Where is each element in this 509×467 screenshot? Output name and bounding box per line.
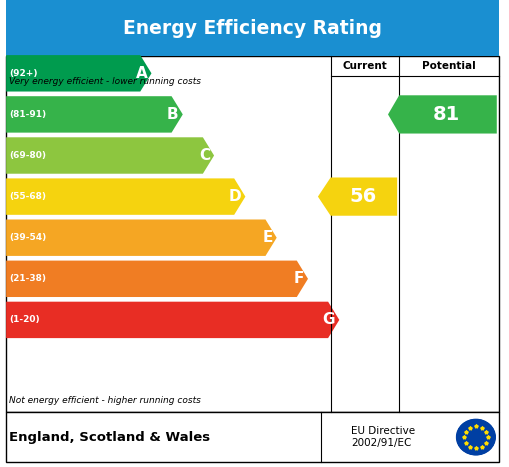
Polygon shape [6, 261, 308, 297]
Polygon shape [388, 95, 497, 134]
Text: (69-80): (69-80) [10, 151, 47, 160]
Text: England, Scotland & Wales: England, Scotland & Wales [9, 431, 210, 444]
Text: B: B [167, 107, 179, 122]
Circle shape [457, 419, 495, 455]
Text: E: E [262, 230, 273, 245]
Bar [6, 412, 499, 462]
Text: (1-20): (1-20) [10, 315, 40, 325]
Bar [6, 56, 499, 412]
Text: (81-91): (81-91) [10, 110, 47, 119]
Polygon shape [6, 96, 183, 133]
Text: (21-38): (21-38) [10, 274, 47, 283]
Text: Energy Efficiency Rating: Energy Efficiency Rating [123, 19, 382, 37]
Polygon shape [6, 219, 277, 256]
Text: 81: 81 [433, 105, 460, 124]
Text: C: C [199, 148, 210, 163]
Text: (55-68): (55-68) [10, 192, 47, 201]
Text: D: D [229, 189, 241, 204]
Text: A: A [135, 66, 148, 81]
Text: (39-54): (39-54) [10, 233, 47, 242]
Circle shape [457, 419, 495, 455]
Bar [6, 0, 499, 56]
Text: 56: 56 [349, 187, 376, 206]
Text: Current: Current [343, 61, 387, 71]
Text: EU Directive
2002/91/EC: EU Directive 2002/91/EC [351, 426, 415, 448]
Polygon shape [6, 55, 152, 92]
Polygon shape [6, 178, 245, 215]
Text: F: F [294, 271, 304, 286]
Polygon shape [318, 177, 397, 216]
Text: (92+): (92+) [10, 69, 38, 78]
Text: G: G [323, 312, 335, 327]
Text: Very energy efficient - lower running costs: Very energy efficient - lower running co… [9, 77, 201, 86]
Polygon shape [6, 137, 214, 174]
Text: Potential: Potential [422, 61, 476, 71]
Polygon shape [6, 302, 340, 338]
Text: Not energy efficient - higher running costs: Not energy efficient - higher running co… [9, 396, 201, 405]
